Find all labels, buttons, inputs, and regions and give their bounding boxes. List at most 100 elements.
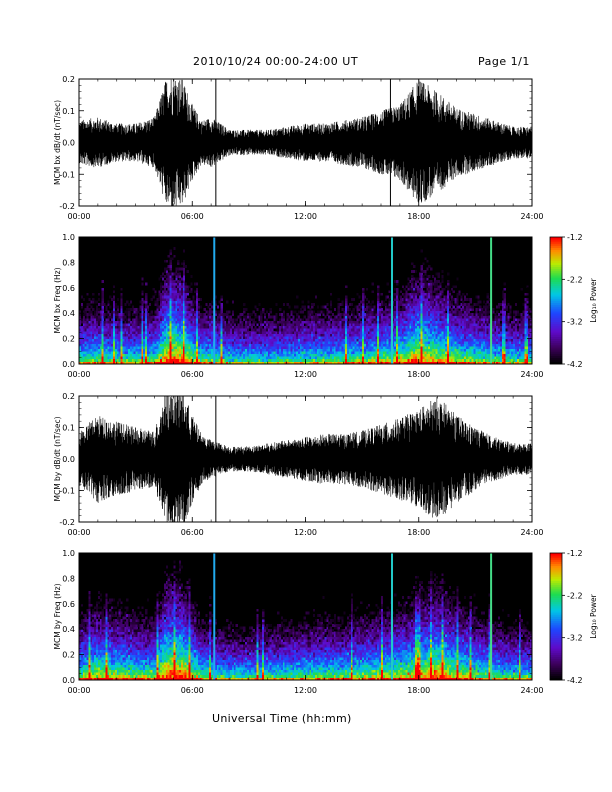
spectrogram-cell <box>179 330 182 334</box>
spectrogram-cell <box>348 330 352 334</box>
spectrogram-cell <box>218 348 221 352</box>
spectrogram-cell <box>162 300 165 304</box>
spectrogram-cell <box>265 343 269 347</box>
spectrogram-cell <box>430 328 433 332</box>
spectrogram-cell <box>173 325 176 329</box>
spectrogram-cell <box>105 343 108 347</box>
spectrogram-cell <box>97 336 101 339</box>
spectrogram-cell <box>441 356 444 360</box>
spectrogram-cell <box>245 336 248 339</box>
spectrogram-cell <box>95 358 99 362</box>
spectrogram-cell <box>375 313 378 317</box>
spectrogram-cell <box>384 318 387 322</box>
spectrogram-cell <box>299 346 303 350</box>
spectrogram-cell <box>309 353 312 357</box>
spectrogram-cell <box>188 285 191 289</box>
spectrogram-cell <box>414 325 418 329</box>
spectrogram-cell <box>367 300 370 304</box>
spectrogram-cell <box>371 305 374 309</box>
spectrogram-cell <box>230 358 233 362</box>
spectrogram-cell <box>258 328 261 332</box>
spectrogram-cell <box>243 308 246 311</box>
spectrogram-cell <box>416 348 420 352</box>
spectrogram-cell <box>173 308 176 311</box>
spectrogram-cell <box>126 351 129 355</box>
spectrogram-cell <box>103 361 106 365</box>
spectrogram-cell <box>345 361 348 365</box>
spectrogram-cell <box>88 330 91 334</box>
spectrogram-cell <box>428 330 431 334</box>
spectrogram-cell <box>407 361 410 365</box>
spectrogram-cell <box>197 315 201 319</box>
spectrogram-cell <box>382 343 386 347</box>
spectrogram-cell <box>375 310 378 314</box>
spectrogram-cell <box>371 323 374 327</box>
spectrogram-cell <box>347 346 350 350</box>
spectrogram-cell <box>237 338 240 342</box>
spectrogram-cell <box>365 351 369 355</box>
spectrogram-cell <box>441 292 444 296</box>
spectrogram-cell <box>211 320 214 324</box>
spectrogram-cell <box>103 315 106 319</box>
x-tick-label: 06:00 <box>181 212 204 221</box>
spectrogram-cell <box>273 333 276 337</box>
spectrogram-cell <box>394 303 397 306</box>
spectrogram-cell <box>284 328 287 332</box>
spectrogram-cell <box>347 315 350 319</box>
spectrogram-cell <box>392 330 395 334</box>
spectrogram-cell <box>311 343 314 347</box>
spectrogram-cell <box>394 341 397 344</box>
spectrogram-cell <box>182 295 185 299</box>
spectrogram-cell <box>86 356 89 360</box>
spectrogram-cell <box>265 341 269 344</box>
spectrogram-cell <box>173 315 176 319</box>
spectrogram-cell <box>228 361 231 365</box>
spectrogram-cell <box>292 336 295 339</box>
spectrogram-cell <box>218 300 221 304</box>
spectrogram-cell <box>207 338 210 342</box>
spectrogram-cell <box>392 356 395 360</box>
spectrogram-cell <box>143 361 146 365</box>
spectrogram-cell <box>152 351 155 355</box>
spectrogram-cell <box>396 292 399 296</box>
spectrogram-cell <box>175 272 178 276</box>
spectrogram-cell <box>443 318 446 322</box>
spectrogram-cell <box>79 358 82 362</box>
spectrogram-cell <box>437 272 440 276</box>
spectrogram-cell <box>409 313 412 317</box>
spectrogram-cell <box>313 348 316 352</box>
spectrogram-cell <box>426 328 429 332</box>
spectrogram-cell <box>165 275 169 278</box>
spectrogram-cell <box>148 325 152 329</box>
spectrogram-cell <box>352 330 355 334</box>
spectrogram-cell <box>145 297 148 301</box>
spectrogram-cell <box>250 353 253 357</box>
spectrogram-cell <box>282 323 286 327</box>
spectrogram-cell <box>435 290 438 294</box>
spectrogram-cell <box>407 292 410 296</box>
spectrogram-cell <box>418 295 421 299</box>
spectrogram-cell <box>128 328 131 332</box>
spectrogram-cell <box>437 313 440 317</box>
spectrogram-cell <box>280 325 284 329</box>
spectrogram-cell <box>381 353 384 357</box>
spectrogram-cell <box>339 356 342 360</box>
spectrogram-cell <box>318 341 321 344</box>
spectrogram-cell <box>445 325 448 329</box>
spectrogram-cell <box>271 320 274 324</box>
spectrogram-cell <box>239 343 242 347</box>
spectrogram-cell <box>420 277 423 281</box>
spectrogram-cell <box>379 336 382 339</box>
spectrogram-cell <box>431 303 435 306</box>
spectrogram-cell <box>182 292 185 296</box>
spectrogram-cell <box>375 358 378 362</box>
spectrogram-cell <box>192 343 195 347</box>
spectrogram-cell <box>392 351 395 355</box>
spectrogram-cell <box>214 303 218 306</box>
spectrogram-cell <box>84 323 87 327</box>
spectrogram-cell <box>254 356 257 360</box>
spectrogram-cell <box>426 300 429 304</box>
spectrogram-cell <box>231 358 235 362</box>
spectrogram-cell <box>350 346 353 350</box>
spectrogram-cell <box>179 346 182 350</box>
